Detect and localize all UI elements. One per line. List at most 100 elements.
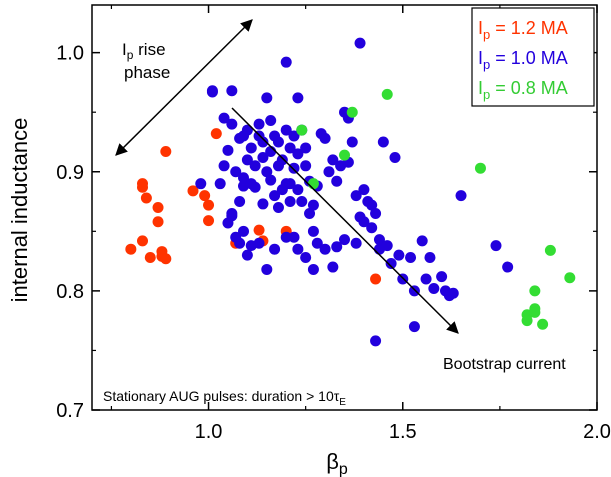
data-point-series-1 (203, 215, 215, 227)
data-point-series-2 (354, 37, 366, 49)
data-point-series-3 (474, 162, 486, 174)
data-point-series-2 (292, 243, 304, 255)
data-point-series-2 (370, 207, 382, 219)
data-point-series-2 (253, 118, 265, 130)
data-point-series-2 (350, 190, 362, 202)
data-point-series-1 (160, 146, 172, 158)
data-point-series-1 (203, 199, 215, 211)
data-point-series-2 (226, 118, 238, 130)
data-point-series-2 (292, 92, 304, 104)
data-point-series-2 (300, 160, 312, 172)
data-point-series-1 (210, 128, 222, 140)
data-point-series-2 (307, 199, 319, 211)
data-point-series-2 (284, 178, 296, 190)
data-point-series-2 (226, 85, 238, 97)
data-point-series-2 (296, 196, 308, 208)
x-axis-title-main: β (326, 449, 339, 474)
x-tick-label: 1.5 (389, 421, 417, 443)
data-point-series-2 (420, 273, 432, 285)
data-point-series-2 (288, 162, 300, 174)
data-point-series-2 (327, 261, 339, 273)
y-tick-label: 0.7 (56, 400, 84, 422)
data-point-series-1 (370, 273, 382, 285)
data-point-series-2 (241, 154, 253, 166)
data-point-series-2 (261, 166, 273, 178)
data-point-series-2 (257, 136, 269, 148)
rise-phase-label-main: I (122, 40, 127, 59)
data-point-series-2 (331, 175, 343, 187)
data-point-series-2 (257, 151, 269, 163)
data-point-series-2 (218, 160, 230, 172)
data-point-series-3 (339, 149, 350, 161)
data-point-series-1 (152, 202, 164, 213)
data-point-series-3 (307, 178, 319, 190)
data-point-series-2 (292, 184, 304, 196)
data-point-series-1 (199, 190, 211, 202)
data-point-series-3 (544, 244, 556, 256)
legend-entry-1: Ip = 1.2 MA (478, 18, 568, 42)
data-point-series-2 (339, 234, 350, 246)
data-point-series-1 (152, 216, 164, 228)
data-point-series-2 (245, 142, 257, 154)
bootstrap-label: Bootstrap current (443, 356, 566, 373)
data-point-series-2 (241, 249, 253, 261)
data-point-series-2 (327, 154, 339, 166)
data-point-series-3 (346, 106, 358, 118)
footnote-sub: E (339, 397, 346, 408)
data-point-series-2 (350, 237, 362, 249)
data-point-series-2 (280, 124, 292, 136)
data-point-series-3 (381, 88, 393, 100)
x-tick-label: 1.0 (195, 421, 223, 443)
data-point-series-2 (234, 196, 246, 208)
data-point-series-1 (137, 235, 148, 247)
data-point-series-1 (144, 252, 156, 264)
data-point-series-2 (346, 136, 358, 148)
data-point-series-2 (331, 241, 343, 253)
data-point-series-2 (300, 142, 312, 154)
data-point-series-2 (408, 321, 420, 333)
data-point-series-2 (319, 243, 331, 255)
data-point-series-2 (385, 257, 397, 269)
data-point-series-2 (424, 252, 436, 264)
data-point-series-2 (265, 115, 277, 127)
data-point-series-2 (234, 237, 246, 249)
data-point-series-2 (428, 283, 440, 294)
data-point-series-2 (238, 180, 249, 192)
data-point-series-1 (253, 224, 265, 236)
rise-phase-arrow (115, 19, 253, 156)
data-point-series-2 (257, 198, 269, 210)
data-point-series-3 (529, 285, 541, 297)
rise-phase-label-line2: phase (124, 63, 170, 82)
data-point-series-2 (276, 184, 288, 196)
rise-phase-label-sub: p (127, 48, 134, 62)
footnote-main: Stationary AUG pulses: duration > 10τ (103, 388, 340, 404)
data-point-series-2 (253, 237, 265, 249)
data-point-series-2 (249, 160, 261, 172)
legend-entry-2: Ip = 1.0 MA (478, 48, 568, 72)
data-point-series-2 (319, 132, 331, 144)
data-point-series-2 (272, 202, 284, 213)
data-point-series-1 (137, 181, 148, 193)
data-point-series-2 (304, 207, 316, 219)
data-point-series-2 (358, 184, 370, 196)
data-point-series-2 (195, 178, 207, 190)
data-point-series-2 (447, 287, 459, 299)
data-point-series-2 (416, 235, 428, 247)
data-point-series-2 (284, 142, 296, 154)
data-point-series-2 (323, 166, 335, 178)
data-point-series-2 (269, 243, 281, 255)
data-point-series-2 (436, 271, 448, 283)
data-point-series-2 (366, 222, 378, 234)
data-point-series-2 (222, 144, 234, 156)
axis-ticks: 1.0 1.5 2.0 0.7 0.8 0.9 1.0 (56, 5, 611, 443)
data-point-series-1 (140, 192, 152, 204)
data-point-series-3 (537, 318, 549, 330)
data-point-series-3 (296, 124, 308, 136)
data-point-series-2 (393, 249, 405, 261)
data-point-series-3 (521, 315, 533, 327)
y-tick-label: 1.0 (56, 43, 84, 65)
data-point-series-2 (280, 231, 292, 243)
data-point-series-2 (284, 196, 296, 208)
data-point-series-2 (226, 207, 238, 219)
